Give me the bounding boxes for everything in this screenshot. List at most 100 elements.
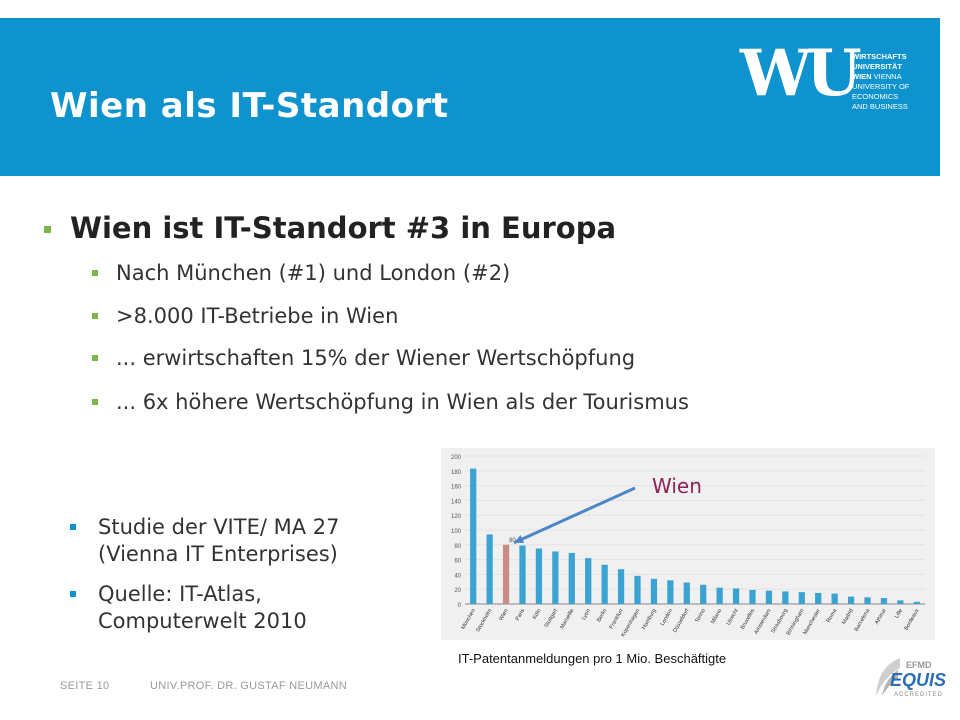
side-bullet-2-line-2: Computerwelt 2010 — [98, 609, 307, 633]
logo-line: UNIVERSITY OF — [852, 82, 909, 92]
data-label: 80 — [509, 538, 516, 544]
x-tick-label: Stuttgart — [543, 608, 559, 629]
bullet-marker — [70, 591, 76, 597]
x-tick-label: Athinai — [874, 608, 888, 626]
patent-chart: 0 20 40 60 80 100 120 140 160 180 200 München Stockh… — [441, 448, 935, 640]
y-tick-label: 120 — [451, 514, 462, 520]
y-tick-label: 80 — [454, 544, 461, 550]
logo-line-text: AND BUSINESS — [852, 102, 908, 111]
side-bullet-1-line-2: (Vienna IT Enterprises) — [98, 542, 338, 566]
chart-bar — [831, 593, 838, 604]
sub-bullet-3: ... erwirtschaften 15% der Wiener Wertsc… — [116, 346, 636, 370]
x-tick-label: Düsseldorf — [672, 608, 691, 634]
x-tick-label: Hamburg — [641, 608, 658, 631]
chart-bar — [815, 592, 822, 604]
chart-bar — [700, 584, 707, 604]
y-tick-label: 100 — [451, 529, 462, 535]
x-tick-label: Torino — [694, 608, 707, 624]
chart-bar — [617, 569, 625, 604]
chart-bar — [470, 468, 477, 604]
side-bullet-1-line-1: Studie der VITE/ MA 27 — [98, 515, 340, 539]
logo-line-text: UNIVERSITY OF — [852, 82, 910, 91]
chart-bar — [650, 578, 658, 604]
chart-bar — [716, 587, 723, 604]
x-tick-label: Paris — [515, 608, 527, 622]
chart-bar — [535, 548, 543, 604]
x-tick-label: Roma — [826, 607, 839, 624]
footer-author: UNIV.PROF. DR. GUSTAF NEUMANN — [150, 680, 347, 692]
side-bullet-2: Quelle: IT-Atlas, Computerwelt 2010 — [98, 581, 307, 635]
x-tick-label: Barcelona — [854, 607, 872, 632]
chart-caption: IT-Patentanmeldungen pro 1 Mio. Beschäft… — [458, 651, 727, 666]
chart-bar — [519, 545, 526, 604]
x-tick-label: Köln — [532, 608, 543, 621]
slide-title: Wien als IT-Standort — [50, 86, 449, 126]
x-tick-label: Lyon — [581, 608, 592, 621]
y-tick-label: 180 — [451, 470, 462, 476]
x-tick-label: Marseille — [559, 608, 575, 630]
chart-bar — [765, 590, 773, 604]
logo-line: WIEN VIENNA — [852, 72, 909, 82]
logo-line: UNIVERSITÄT — [852, 62, 909, 72]
equis-main-text: EQUIS — [890, 670, 947, 690]
x-tick-label: Lille — [894, 608, 904, 619]
x-tick-label: London — [660, 608, 674, 627]
x-tick-label: Madrid — [841, 608, 855, 626]
y-tick-label: 40 — [454, 573, 461, 579]
chart-bar — [864, 597, 871, 604]
sub-bullet-1: Nach München (#1) und London (#2) — [116, 261, 511, 285]
y-tick-label: 0 — [458, 603, 462, 609]
header-band — [0, 18, 940, 176]
equis-efmd-text: EFMD — [906, 660, 932, 670]
x-tick-label: Berlin — [596, 608, 608, 623]
callout-arrow-head — [514, 535, 525, 544]
x-tick-label: Milano — [710, 608, 723, 625]
logo-line: WIRTSCHAFTS — [852, 52, 909, 62]
y-tick-label: 160 — [451, 485, 462, 491]
logo-line-text: ECONOMICS — [852, 92, 899, 101]
x-tick-label: Wien — [498, 608, 509, 622]
side-bullet-2-line-1: Quelle: IT-Atlas, — [98, 582, 262, 606]
chart-bar — [683, 582, 690, 604]
bullet-marker — [92, 355, 98, 361]
chart-bar — [847, 596, 855, 604]
callout-arrow-line — [513, 486, 636, 545]
logo-line-text: UNIVERSITÄT — [852, 62, 903, 71]
chart-bar — [749, 589, 756, 604]
main-bullet-heading: Wien ist IT-Standort #3 in Europa — [70, 211, 617, 245]
patent-chart-svg: 0 20 40 60 80 100 120 140 160 180 200 MünchenStockh… — [451, 455, 925, 638]
x-tick-label: Manchester — [802, 608, 822, 636]
chart-bar — [601, 564, 608, 604]
y-tick-label: 140 — [451, 499, 462, 505]
chart-bar — [502, 544, 510, 604]
chart-bar — [897, 600, 904, 604]
x-tick-label: München — [460, 608, 477, 631]
bullet-marker — [92, 313, 98, 319]
wien-callout-label: Wien — [652, 474, 702, 498]
logo-line-text: WIEN — [852, 72, 872, 81]
wu-logo-text: WIRTSCHAFTS UNIVERSITÄT WIEN VIENNA UNIVERS… — [852, 52, 909, 112]
chart-bar — [486, 534, 493, 604]
footer-page-number: SEITE 10 — [60, 680, 110, 692]
equis-swoosh-icon — [876, 658, 900, 696]
x-tick-label: Bruxelles — [740, 608, 757, 631]
x-tick-label: Stockholm — [475, 608, 493, 634]
bullet-marker — [92, 270, 98, 276]
bullet-marker — [92, 399, 98, 405]
logo-line-rest: VIENNA — [871, 72, 902, 81]
logo-line: AND BUSINESS — [852, 102, 909, 112]
chart-bar — [913, 601, 920, 604]
wu-logo-mark: WU — [740, 36, 862, 111]
chart-bar — [732, 588, 740, 604]
side-bullet-1: Studie der VITE/ MA 27 (Vienna IT Enterp… — [98, 514, 339, 568]
x-tick-label: Bordeaux — [904, 608, 921, 632]
chart-bar — [880, 598, 888, 604]
chart-bar — [634, 575, 641, 604]
chart-bar — [585, 558, 592, 604]
x-tick-label: Utrecht — [726, 608, 740, 627]
chart-bar — [798, 592, 805, 604]
logo-line: ECONOMICS — [852, 92, 909, 102]
bullet-marker — [44, 226, 51, 233]
logo-line-text: WIRTSCHAFTS — [852, 52, 907, 61]
y-tick-label: 60 — [454, 559, 461, 565]
